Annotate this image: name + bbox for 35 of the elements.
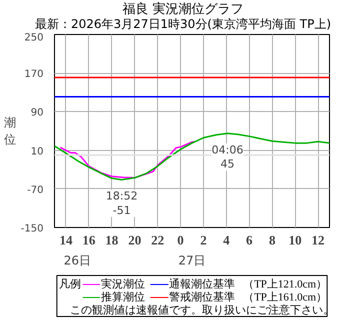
legend-label: 通報潮位基準 — [169, 278, 236, 290]
annotation: 18:52 -51 — [106, 190, 138, 218]
text: 27日 — [178, 254, 206, 268]
y-axis-title: 潮位 — [4, 116, 16, 146]
x-tick-label: 18 — [105, 232, 119, 248]
x-tick-label: 8 — [268, 232, 276, 248]
text: （TP上161.0cm） — [243, 290, 328, 304]
legend-label: 推算潮位 — [100, 290, 145, 304]
x-tick-label: 16 — [82, 232, 96, 248]
y-tick-label: 10 — [30, 146, 44, 158]
chart-subtitle: 最新：2026年3月27日1時30分(東京湾平均海面 TP上) — [34, 17, 332, 31]
line-series — [54, 132, 330, 180]
legend-title: 凡例 — [59, 278, 82, 290]
x-tick-label: 12 — [312, 232, 325, 248]
y-tick-label: 170 — [24, 69, 44, 80]
text: 26日 — [64, 254, 92, 268]
legend-label: 実況潮位 — [100, 278, 145, 290]
x-tick-label: 22 — [151, 232, 164, 248]
x-tick-label: 20 — [128, 232, 142, 248]
x-tick-label: 2 — [200, 232, 207, 248]
chart-title: 福良 実況潮位グラフ — [121, 2, 245, 17]
text: この観測値は速報値です。取り扱いにご注意下さい。 — [70, 304, 334, 316]
legend-label: 警戒潮位基準 — [169, 290, 236, 304]
y-tick-label: -70 — [27, 184, 44, 196]
text: （TP上121.0cm） — [243, 278, 328, 290]
x-tick-label: 4 — [223, 232, 230, 248]
x-tick-label: 6 — [246, 232, 254, 248]
annotation: 04:06 45 — [212, 143, 244, 171]
x-tick-label: 14 — [59, 232, 73, 248]
x-tick-label: 10 — [288, 232, 302, 248]
y-tick-label: 250 — [24, 32, 44, 44]
line-series — [59, 140, 196, 179]
y-tick-label: -150 — [20, 224, 44, 234]
y-tick-label: 90 — [30, 108, 44, 119]
x-tick-label: 0 — [177, 232, 184, 248]
